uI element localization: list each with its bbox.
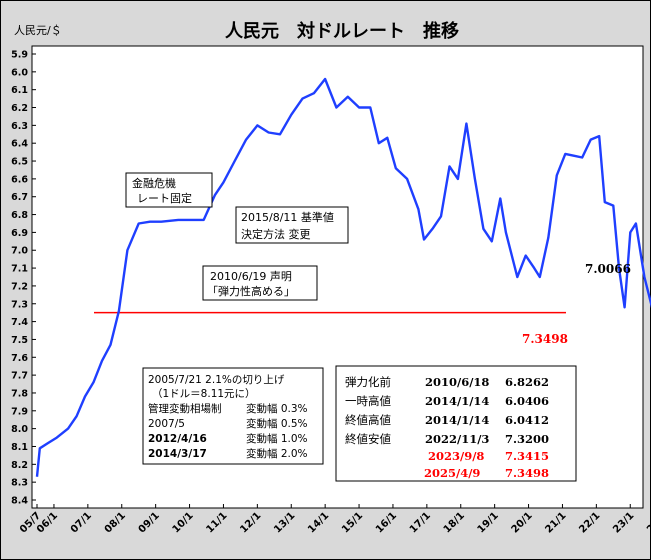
note-jun2010-line1: 2010/6/19 声明 — [210, 269, 292, 283]
note-crisis-line2: レート固定 — [137, 191, 192, 205]
note-aug2015-line2: 決定方法 変更 — [241, 227, 311, 241]
y-tick-label: 7.1 — [11, 264, 28, 275]
stats-red-value: 7.3415 — [505, 449, 549, 463]
y-tick-label: 7.3 — [11, 299, 28, 310]
stats-red-date: 2025/4/9 — [424, 466, 480, 480]
y-tick-label: 6.4 — [11, 139, 28, 150]
stats-row-value: 6.0406 — [505, 394, 549, 408]
chart-title: 人民元 対ドルレート 推移 — [225, 20, 459, 42]
reference-value-label: 7.3498 — [522, 332, 568, 346]
y-tick-label: 6.2 — [11, 103, 28, 114]
note-stats: 弾力化前 2010/6/18 6.8262 一時高値 2014/1/14 6.0406 終値… — [335, 365, 577, 482]
history-row-left: 2012/4/16 — [148, 433, 207, 445]
y-tick-label: 7.7 — [11, 371, 28, 382]
history-row-left: 管理変動相場制 — [148, 402, 222, 415]
y-tick-label: 8.4 — [11, 496, 28, 507]
history-row-right: 変動幅 0.3% — [246, 402, 308, 415]
y-tick-label: 6.3 — [11, 121, 28, 132]
stats-row-label: 弾力化前 — [345, 375, 391, 389]
y-tick-label: 7.4 — [11, 317, 28, 328]
y-tick-label: 6.6 — [11, 174, 28, 185]
stats-row-value: 7.3200 — [505, 432, 549, 446]
y-tick-label: 5.9 — [11, 50, 28, 61]
note-jun2010: 2010/6/19 声明 「弾力性高める」 — [202, 265, 318, 301]
y-axis-label: 人民元/＄ — [14, 23, 62, 37]
stats-row-date: 2022/11/3 — [425, 432, 489, 446]
history-row-right: 変動幅 0.5% — [246, 417, 308, 430]
stats-row-label: 一時高値 — [345, 394, 391, 408]
note-crisis-line1: 金融危機 — [132, 176, 176, 190]
stats-red-value: 7.3498 — [505, 466, 549, 480]
history-row-right: 変動幅 1.0% — [246, 432, 308, 445]
stats-red-date: 2023/9/8 — [428, 449, 484, 463]
note-history: 2005/7/21 2.1%の切り上げ （1ドル＝8.11元に） 管理変動相場制… — [142, 367, 324, 465]
history-row-left: 2014/3/17 — [148, 448, 207, 460]
stats-row-date: 2014/1/14 — [425, 394, 489, 408]
y-tick-label: 7.6 — [11, 353, 28, 364]
history-row-right: 変動幅 2.0% — [246, 447, 308, 460]
history-line1: 2005/7/21 2.1%の切り上げ — [148, 374, 285, 386]
y-tick-label: 6.7 — [11, 192, 28, 203]
y-tick-label: 8.2 — [11, 460, 28, 471]
y-tick-label: 7.8 — [11, 388, 28, 399]
history-line2: （1ドル＝8.11元に） — [152, 388, 256, 400]
stats-row-label: 終値安値 — [345, 432, 391, 446]
y-tick-label: 6.5 — [11, 157, 28, 168]
note-aug2015: 2015/8/11 基準値 決定方法 変更 — [235, 206, 349, 244]
stats-row-value: 6.8262 — [505, 375, 549, 389]
y-axis: 5.9 6.0 6.1 6.2 6.3 6.4 6.5 6.6 6.7 6.8 6.9 7.0 7.1 7… — [11, 50, 36, 507]
y-tick-label: 7.2 — [11, 281, 28, 292]
stats-row-date: 2010/6/18 — [425, 375, 489, 389]
y-tick-label: 6.1 — [11, 85, 28, 96]
history-row-left: 2007/5 — [148, 418, 185, 430]
note-crisis: 金融危機 レート固定 — [125, 172, 213, 208]
y-tick-label: 7.9 — [11, 406, 28, 417]
y-tick-label: 8.0 — [11, 424, 28, 435]
y-tick-label: 6.8 — [11, 210, 28, 221]
stats-row-value: 6.0412 — [505, 413, 549, 427]
y-tick-label: 7.0 — [11, 246, 28, 257]
y-tick-label: 7.5 — [11, 335, 28, 346]
note-aug2015-line1: 2015/8/11 基準値 — [241, 210, 334, 224]
note-jun2010-line2: 「弾力性高める」 — [207, 284, 295, 298]
y-tick-label: 8.3 — [11, 478, 28, 489]
y-tick-label: 8.1 — [11, 442, 28, 453]
y-tick-label: 6.9 — [11, 228, 28, 239]
stats-row-label: 終値高値 — [345, 413, 391, 427]
series-line — [35, 77, 651, 477]
stats-row-date: 2014/1/14 — [425, 413, 489, 427]
last-value-label: 7.0066 — [585, 262, 631, 276]
y-tick-label: 6.0 — [11, 67, 28, 78]
